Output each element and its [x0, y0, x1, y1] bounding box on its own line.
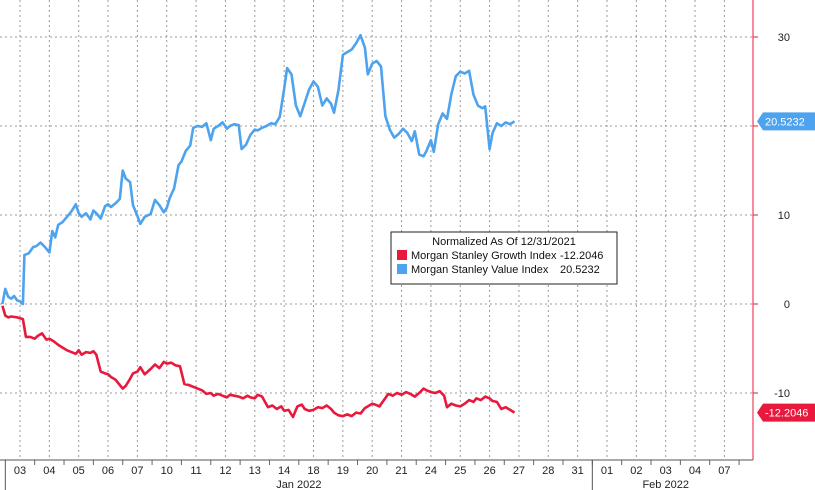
- x-tick-label: 02: [630, 465, 642, 477]
- x-tick-label: 06: [102, 465, 114, 477]
- last-value-tags: 20.5232 -12.2046: [757, 112, 815, 422]
- legend-swatch-value: [397, 264, 407, 274]
- x-tick-label: 19: [337, 465, 349, 477]
- last-value-tag-morgan-stanley-value-index: [757, 112, 815, 131]
- x-tick-label: 20: [366, 465, 378, 477]
- x-tick-label: 04: [43, 465, 55, 477]
- x-tick-label: 14: [278, 465, 290, 477]
- y-tick-label: 10: [778, 210, 790, 222]
- grid-layer: [0, 0, 753, 460]
- x-tick-label: 11: [190, 465, 201, 477]
- x-tick-label: 12: [219, 465, 231, 477]
- x-tick-label: 01: [601, 465, 613, 477]
- month-label: Feb 2022: [642, 479, 688, 490]
- legend-box: [390, 231, 618, 285]
- x-tick-label: 10: [161, 465, 173, 477]
- last-value-label-morgan-stanley-growth-index: -12.2046: [765, 408, 808, 420]
- x-tick-label: 27: [513, 465, 525, 477]
- legend: Normalized As Of 12/31/2021 Morgan Stanl…: [390, 231, 618, 285]
- series-layer: [1, 33, 516, 419]
- x-tick-label: 03: [660, 465, 672, 477]
- x-tick-label: 24: [425, 465, 437, 477]
- series-line-morgan-stanley-value-index: [1, 33, 516, 306]
- x-tick-label: 13: [249, 465, 261, 477]
- legend-swatch-growth: [397, 250, 407, 260]
- legend-value-value: 20.5232: [560, 264, 600, 276]
- x-tick-label: 28: [542, 465, 554, 477]
- x-tick-label: 07: [718, 465, 730, 477]
- x-tick-label: 05: [73, 465, 85, 477]
- x-tick-label: 18: [307, 465, 319, 477]
- legend-value-growth: -12.2046: [560, 250, 603, 262]
- y-tick-label: -10: [774, 388, 790, 400]
- axis-layer: -100102030030405060710111213141819202124…: [0, 0, 790, 490]
- last-value-label-morgan-stanley-value-index: 20.5232: [765, 116, 805, 128]
- y-tick-label: 30: [778, 32, 790, 44]
- x-tick-label: 07: [131, 465, 143, 477]
- x-tick-label: 31: [572, 465, 584, 477]
- x-tick-label: 21: [395, 465, 407, 477]
- x-tick-label: 04: [689, 465, 701, 477]
- series-line-morgan-stanley-growth-index: [1, 305, 516, 419]
- month-label: Jan 2022: [276, 479, 321, 490]
- y-tick-label: 0: [784, 299, 790, 311]
- x-tick-label: 26: [483, 465, 495, 477]
- x-tick-label: 25: [454, 465, 466, 477]
- x-tick-label: 03: [14, 465, 26, 477]
- legend-title: Normalized As Of 12/31/2021: [432, 236, 576, 248]
- legend-entry-value: Morgan Stanley Value Index: [411, 264, 549, 276]
- last-value-tag-morgan-stanley-growth-index: [757, 403, 815, 422]
- legend-entry-growth: Morgan Stanley Growth Index: [411, 250, 557, 262]
